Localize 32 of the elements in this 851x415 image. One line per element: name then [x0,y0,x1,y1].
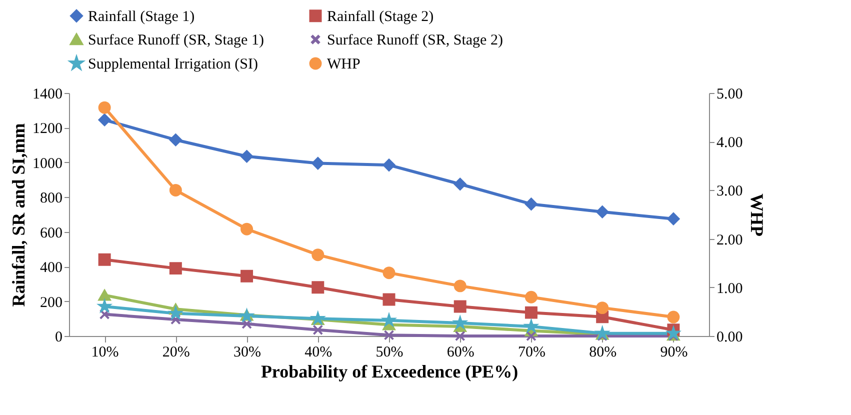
y2-tick-label: 4.00 [716,135,743,152]
x-tick-label: 30% [234,344,262,360]
x-tick-label: 10% [91,344,119,360]
legend-label: Supplemental Irrigation (SI) [88,56,258,72]
y-tick-label: 1000 [32,156,62,172]
y-tick-label: 1400 [32,86,62,102]
y2-tick-label: 2.00 [716,232,743,248]
y-axis-title: Rainfall, SR and SI,mm [8,123,28,307]
x-tick-label: 80% [589,344,617,360]
y2-axis-title: WHP [746,194,767,236]
x-tick-label: 20% [162,344,190,360]
y-tick-label: 600 [40,225,62,242]
legend-label: Rainfall (Stage 1) [88,8,195,25]
x-tick-label: 60% [446,344,474,360]
y2-tick-label: 1.00 [716,280,743,297]
x-tick-label: 90% [660,344,688,360]
legend-label: Surface Runoff (SR, Stage 1) [88,32,264,48]
x-axis-title: Probability of Exceedence (PE%) [260,362,518,382]
y2-tick-label: 3.00 [716,184,743,200]
x-tick-label: 70% [518,344,546,360]
x-tick-label: 40% [304,344,332,360]
legend-label: WHP [327,56,360,72]
y-tick-label: 200 [40,294,62,311]
y-tick-label: 800 [40,190,62,207]
y2-tick-label: 5.00 [716,86,743,102]
y-tick-label: 1200 [32,121,62,138]
y-tick-label: 0 [55,330,62,346]
legend-label: Surface Runoff (SR, Stage 2) [327,32,503,48]
legend-label: Rainfall (Stage 2) [327,8,434,25]
y2-tick-label: 0.00 [716,330,743,346]
y-tick-label: 400 [40,260,62,276]
x-tick-label: 50% [376,344,404,360]
